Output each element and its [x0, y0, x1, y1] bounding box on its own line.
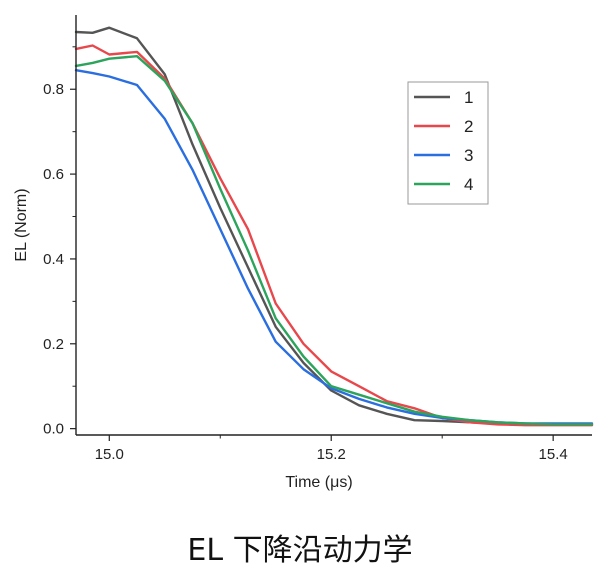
- x-tick-label: 15.0: [95, 446, 124, 463]
- figure-caption: EL 下降沿动力学: [187, 533, 413, 568]
- series-line-3: [74, 68, 594, 425]
- el-decay-chart: 15.0 15.2 15.4 0.0 0.2 0.4 0.6 0.8 Time (μs) EL…: [13, 15, 594, 491]
- legend-box: [407, 81, 489, 205]
- series-layer: [74, 26, 594, 427]
- y-axis-title: EL (Norm): [13, 188, 30, 261]
- legend: 1 2 3 4: [407, 81, 489, 205]
- y-tick-label: 0.8: [43, 81, 64, 98]
- legend-label-1: 1: [464, 88, 473, 107]
- series-line-1: [74, 26, 594, 426]
- x-tick-label: 15.2: [317, 446, 346, 463]
- series-line-4: [74, 55, 594, 426]
- axes: [75, 15, 592, 436]
- y-tick-label: 0.6: [43, 166, 64, 183]
- y-tick-label: 0.4: [43, 251, 64, 268]
- x-tick-label: 15.4: [539, 446, 568, 463]
- y-tick-label: 0.0: [43, 421, 64, 438]
- legend-label-2: 2: [464, 117, 473, 136]
- y-tick-label: 0.2: [43, 336, 64, 353]
- series-line-2: [74, 44, 594, 427]
- x-axis-title: Time (μs): [285, 474, 352, 491]
- legend-label-4: 4: [464, 175, 473, 194]
- legend-label-3: 3: [464, 146, 473, 165]
